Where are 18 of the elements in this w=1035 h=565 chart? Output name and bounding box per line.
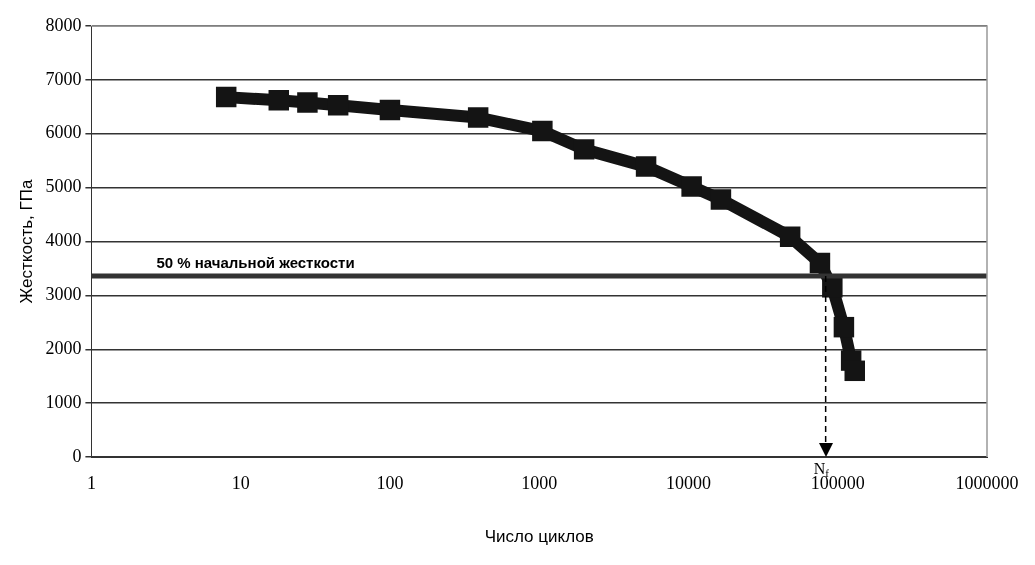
x-tick-label: 10000 xyxy=(665,472,711,493)
x-tick-label: 1000000 xyxy=(955,472,1019,493)
x-axis-title: Число циклов xyxy=(484,527,594,547)
x-tick-label: 100 xyxy=(376,472,404,493)
y-tick-label: 2000 xyxy=(45,337,82,358)
y-tick-label: 8000 xyxy=(45,14,82,35)
y-tick-label: 5000 xyxy=(45,176,82,197)
y-tick-label: 1000 xyxy=(45,391,82,412)
y-tick-label: 7000 xyxy=(45,68,82,89)
y-tick-label: 3000 xyxy=(45,284,82,305)
y-tick-label: 0 xyxy=(72,445,82,466)
y-axis-title: Жесткость, ГПа xyxy=(16,179,36,304)
x-tick-label: 1 xyxy=(86,472,96,493)
x-tick-label: 1000 xyxy=(521,472,558,493)
ref-line-label: 50 % начальной жесткости xyxy=(156,253,355,271)
y-tick-label: 4000 xyxy=(45,230,82,251)
x-tick-label: 10 xyxy=(231,472,250,493)
y-tick-label: 6000 xyxy=(45,122,82,143)
